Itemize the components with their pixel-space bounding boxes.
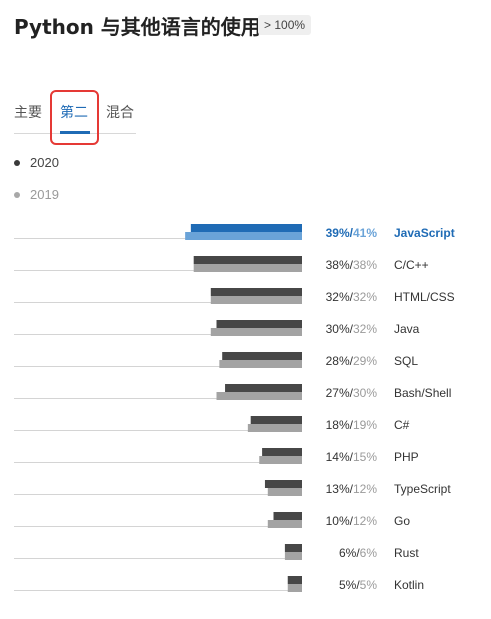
bar-2019 bbox=[210, 296, 302, 304]
bar-2019 bbox=[185, 232, 302, 240]
page-title: Python 与其他语言的使用 bbox=[14, 15, 261, 39]
bar-2020 bbox=[284, 544, 302, 552]
bar-2020 bbox=[222, 352, 302, 360]
legend-item-2019: 2019 bbox=[14, 187, 59, 202]
bar-2019 bbox=[247, 424, 302, 432]
bar-2020 bbox=[190, 224, 302, 232]
category-label: Java bbox=[394, 322, 420, 336]
tab-primary[interactable]: 主要 bbox=[14, 105, 42, 121]
value-label: 6%/6% bbox=[339, 546, 377, 560]
bar-2019 bbox=[210, 328, 302, 336]
legend-item-2020: 2020 bbox=[14, 155, 59, 170]
legend-dot-icon bbox=[14, 191, 20, 198]
bar-2019 bbox=[287, 584, 302, 592]
value-label: 18%/19% bbox=[326, 418, 378, 432]
bar-2019 bbox=[216, 392, 302, 400]
bar-2019 bbox=[267, 520, 302, 528]
category-label: Bash/Shell bbox=[394, 386, 451, 400]
value-label: 30%/32% bbox=[326, 322, 378, 336]
bar-2019 bbox=[267, 488, 302, 496]
legend-label: 2019 bbox=[30, 187, 59, 202]
tab-mixed[interactable]: 混合 bbox=[106, 105, 134, 121]
bar-2020 bbox=[273, 512, 302, 520]
category-label: HTML/CSS bbox=[394, 290, 455, 304]
bar-2019 bbox=[219, 360, 302, 368]
tab-active-indicator bbox=[60, 131, 90, 134]
value-label: 28%/29% bbox=[326, 354, 378, 368]
bar-2020 bbox=[264, 480, 302, 488]
category-label: TypeScript bbox=[394, 482, 451, 496]
category-label: PHP bbox=[394, 450, 419, 464]
bar-2020 bbox=[193, 256, 302, 264]
tab-secondary[interactable]: 第二 bbox=[60, 105, 88, 121]
bar-2019 bbox=[259, 456, 302, 464]
bar-2019 bbox=[193, 264, 302, 272]
value-label: 39%/41% bbox=[326, 226, 378, 240]
category-label: JavaScript bbox=[394, 226, 455, 240]
legend-label: 2020 bbox=[30, 155, 59, 170]
value-label: 14%/15% bbox=[326, 450, 378, 464]
value-label: 10%/12% bbox=[326, 514, 378, 528]
category-label: C# bbox=[394, 418, 410, 432]
value-label: 27%/30% bbox=[326, 386, 378, 400]
category-label: Go bbox=[394, 514, 410, 528]
category-label: Kotlin bbox=[394, 578, 424, 592]
category-label: Rust bbox=[394, 546, 419, 560]
category-label: C/C++ bbox=[394, 258, 429, 272]
value-label: 32%/32% bbox=[326, 290, 378, 304]
bar-2020 bbox=[210, 288, 302, 296]
bar-2020 bbox=[250, 416, 302, 424]
value-label: 13%/12% bbox=[326, 482, 378, 496]
percent-badge: > 100% bbox=[258, 15, 312, 35]
value-label: 5%/5% bbox=[339, 578, 377, 592]
bar-2020 bbox=[262, 448, 302, 456]
bar-2019 bbox=[284, 552, 302, 560]
bar-2020 bbox=[225, 384, 302, 392]
value-label: 38%/38% bbox=[326, 258, 378, 272]
category-label: SQL bbox=[394, 354, 418, 368]
bar-2020 bbox=[287, 576, 302, 584]
legend-dot-icon bbox=[14, 159, 20, 166]
bar-2020 bbox=[216, 320, 302, 328]
